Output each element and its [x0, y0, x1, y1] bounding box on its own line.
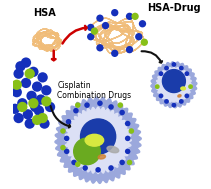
Ellipse shape: [85, 134, 104, 146]
Point: [109, 105, 113, 108]
Point: [24, 81, 28, 84]
Point: [104, 24, 107, 27]
Point: [26, 113, 30, 116]
Point: [65, 137, 68, 140]
Point: [130, 129, 133, 132]
Point: [45, 89, 48, 92]
Point: [17, 117, 20, 120]
Point: [128, 161, 131, 164]
Point: [15, 91, 18, 94]
Point: [45, 100, 48, 103]
Point: [98, 46, 102, 49]
Point: [35, 118, 39, 121]
Point: [143, 41, 146, 44]
Circle shape: [162, 70, 185, 93]
Point: [185, 94, 189, 97]
Ellipse shape: [178, 95, 181, 97]
Point: [35, 85, 39, 88]
Point: [30, 94, 33, 97]
Point: [133, 15, 137, 18]
Point: [21, 102, 24, 105]
Point: [17, 72, 20, 75]
Point: [189, 85, 192, 88]
Point: [32, 70, 35, 73]
Text: HSA-Drug: HSA-Drug: [147, 3, 201, 13]
Point: [76, 163, 80, 166]
Point: [41, 76, 44, 79]
Point: [98, 17, 102, 20]
Point: [15, 83, 18, 86]
Point: [19, 65, 22, 68]
Point: [32, 102, 35, 105]
Point: [172, 63, 176, 66]
Point: [98, 102, 102, 105]
Point: [37, 109, 41, 112]
Point: [96, 168, 100, 171]
Point: [128, 48, 131, 51]
Point: [180, 67, 183, 70]
Point: [165, 67, 168, 70]
Point: [39, 98, 42, 101]
Point: [89, 35, 92, 38]
Ellipse shape: [98, 155, 106, 159]
Point: [172, 104, 176, 107]
Point: [48, 105, 52, 108]
Point: [159, 72, 163, 75]
Point: [65, 150, 68, 153]
Circle shape: [81, 119, 116, 154]
Point: [159, 94, 163, 97]
Point: [113, 11, 116, 14]
Point: [120, 161, 124, 164]
Point: [28, 122, 31, 125]
Point: [41, 117, 44, 120]
Point: [119, 104, 122, 107]
Point: [61, 129, 65, 132]
Point: [126, 150, 129, 153]
Point: [185, 72, 189, 75]
Point: [126, 137, 129, 140]
Point: [180, 100, 183, 103]
Point: [120, 111, 124, 114]
Point: [72, 161, 76, 164]
Point: [76, 104, 80, 107]
Point: [34, 105, 37, 108]
Polygon shape: [65, 107, 131, 174]
Point: [85, 104, 89, 107]
Point: [137, 35, 141, 38]
Point: [156, 85, 159, 88]
Polygon shape: [151, 62, 197, 108]
Point: [61, 146, 65, 149]
Point: [74, 109, 78, 112]
Circle shape: [74, 138, 100, 165]
Point: [109, 167, 113, 170]
Ellipse shape: [181, 87, 185, 90]
Text: HSA: HSA: [33, 8, 56, 18]
Point: [28, 72, 31, 75]
Point: [128, 15, 131, 18]
Point: [141, 22, 144, 25]
Point: [113, 52, 116, 55]
Polygon shape: [55, 97, 141, 183]
Point: [165, 100, 168, 103]
Text: Cisplatin
Combination Drugs: Cisplatin Combination Drugs: [57, 81, 131, 101]
Point: [13, 107, 17, 110]
Point: [126, 122, 129, 125]
Point: [93, 30, 96, 33]
Point: [24, 61, 28, 64]
Point: [67, 120, 70, 123]
Point: [21, 105, 24, 108]
Polygon shape: [156, 67, 192, 102]
Ellipse shape: [107, 146, 119, 153]
Point: [84, 167, 87, 170]
Point: [43, 122, 46, 125]
Point: [89, 26, 92, 29]
